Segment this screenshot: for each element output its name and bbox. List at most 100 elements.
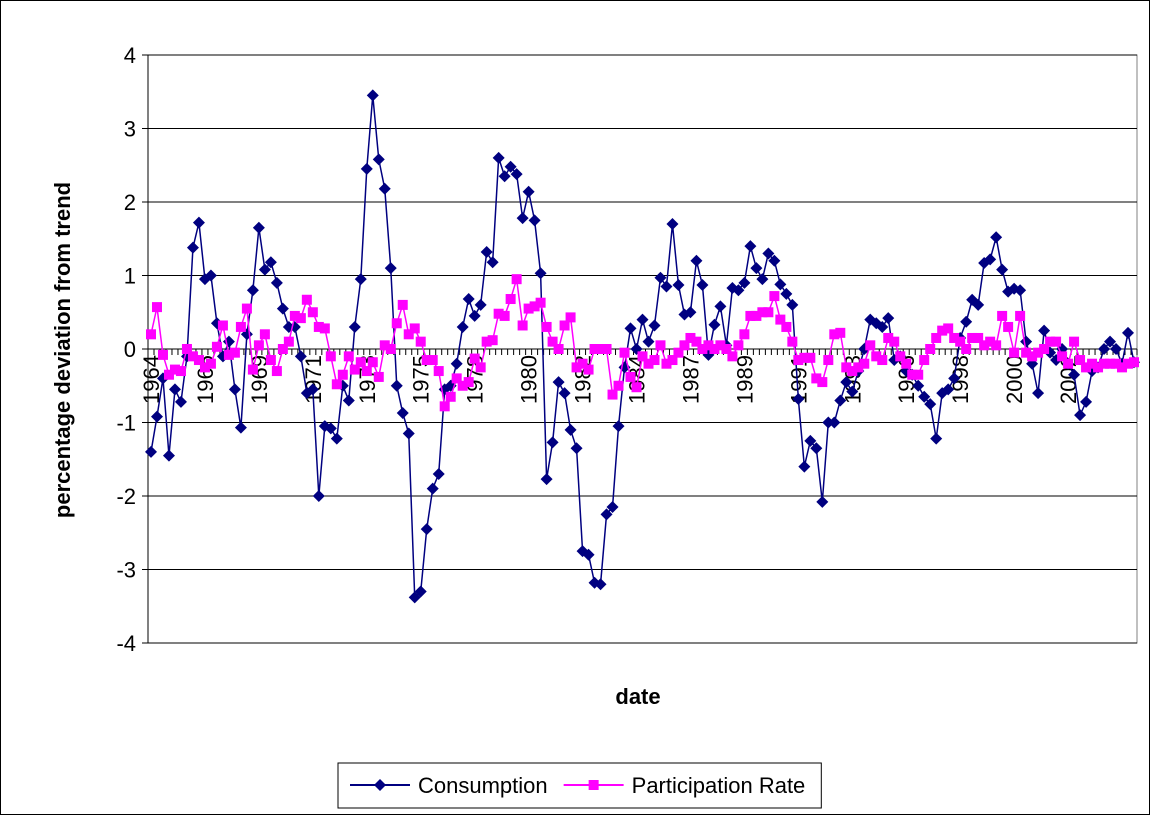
point-marker bbox=[565, 312, 576, 323]
point-marker bbox=[937, 325, 948, 336]
point-marker bbox=[823, 355, 834, 366]
point-marker bbox=[859, 358, 870, 369]
point-marker bbox=[865, 340, 876, 351]
point-marker bbox=[307, 307, 318, 318]
point-marker bbox=[708, 318, 721, 331]
point-marker bbox=[714, 300, 727, 313]
point-marker bbox=[168, 383, 181, 396]
point-marker bbox=[378, 182, 391, 195]
point-marker bbox=[762, 247, 775, 260]
point-marker bbox=[690, 254, 703, 267]
point-marker bbox=[486, 256, 499, 269]
x-tick-label: 1987 bbox=[678, 355, 703, 404]
point-marker bbox=[342, 394, 355, 407]
point-marker bbox=[1117, 362, 1128, 373]
point-marker bbox=[295, 313, 306, 324]
point-marker bbox=[750, 262, 763, 275]
point-marker bbox=[144, 445, 157, 458]
point-marker bbox=[312, 490, 325, 502]
point-marker bbox=[492, 151, 505, 164]
point-marker bbox=[1015, 310, 1026, 321]
point-marker bbox=[606, 501, 619, 514]
point-marker bbox=[1069, 336, 1080, 347]
point-marker bbox=[247, 364, 258, 375]
legend: Consumption Participation Rate bbox=[337, 762, 822, 809]
point-marker bbox=[787, 336, 798, 347]
point-marker bbox=[360, 162, 373, 175]
point-marker bbox=[199, 362, 210, 373]
point-marker bbox=[607, 389, 618, 400]
point-marker bbox=[673, 347, 684, 358]
point-marker bbox=[786, 298, 799, 311]
point-marker bbox=[372, 153, 385, 166]
point-marker bbox=[264, 256, 277, 269]
point-marker bbox=[348, 320, 361, 333]
point-marker bbox=[756, 273, 769, 286]
point-marker bbox=[684, 306, 697, 319]
point-marker bbox=[883, 332, 894, 343]
point-marker bbox=[331, 379, 342, 390]
point-marker bbox=[577, 358, 588, 369]
point-marker bbox=[385, 344, 396, 354]
point-marker bbox=[1027, 351, 1038, 362]
point-marker bbox=[162, 449, 175, 462]
point-marker bbox=[955, 336, 966, 347]
point-marker bbox=[379, 340, 390, 351]
point-marker bbox=[354, 273, 367, 286]
point-marker bbox=[456, 320, 469, 333]
point-marker bbox=[744, 240, 757, 253]
point-marker bbox=[619, 347, 630, 358]
point-marker bbox=[1122, 326, 1135, 339]
point-marker bbox=[270, 276, 283, 289]
point-marker bbox=[636, 313, 649, 326]
point-marker bbox=[984, 253, 997, 266]
point-marker bbox=[948, 372, 961, 385]
point-marker bbox=[841, 362, 852, 373]
point-marker bbox=[187, 351, 198, 362]
point-marker bbox=[553, 344, 564, 354]
point-marker bbox=[450, 357, 463, 370]
point-marker bbox=[1074, 409, 1087, 422]
point-marker bbox=[804, 434, 817, 447]
point-marker bbox=[889, 336, 900, 347]
point-marker bbox=[1003, 321, 1014, 332]
point-marker bbox=[510, 168, 523, 181]
point-marker bbox=[1080, 395, 1093, 408]
point-marker bbox=[925, 344, 936, 354]
point-marker bbox=[642, 335, 655, 348]
point-marker bbox=[967, 332, 978, 343]
point-marker bbox=[727, 351, 738, 362]
point-marker bbox=[451, 373, 462, 384]
point-marker bbox=[912, 379, 925, 392]
point-marker bbox=[192, 216, 205, 229]
point-marker bbox=[1105, 358, 1116, 369]
point-marker bbox=[949, 332, 960, 343]
point-marker bbox=[793, 355, 804, 366]
point-marker bbox=[559, 320, 570, 331]
point-marker bbox=[1111, 358, 1122, 369]
point-marker bbox=[924, 398, 937, 411]
point-marker bbox=[828, 416, 841, 429]
point-marker bbox=[397, 299, 408, 310]
point-marker bbox=[649, 355, 660, 366]
point-marker bbox=[522, 185, 535, 198]
point-marker bbox=[943, 323, 954, 334]
point-marker bbox=[739, 329, 750, 340]
point-marker bbox=[780, 287, 793, 300]
point-marker bbox=[289, 310, 300, 321]
point-marker bbox=[1087, 358, 1098, 369]
point-marker bbox=[571, 362, 582, 373]
point-marker bbox=[918, 390, 931, 403]
point-marker bbox=[373, 371, 384, 382]
point-marker bbox=[895, 351, 906, 362]
point-marker bbox=[252, 221, 265, 234]
point-marker bbox=[235, 321, 246, 332]
point-marker bbox=[150, 410, 163, 423]
point-marker bbox=[654, 271, 667, 284]
point-marker bbox=[258, 263, 271, 276]
point-marker bbox=[1039, 344, 1050, 354]
point-marker bbox=[229, 347, 240, 358]
point-marker bbox=[457, 380, 468, 391]
point-marker bbox=[919, 355, 930, 366]
point-marker bbox=[204, 269, 217, 282]
